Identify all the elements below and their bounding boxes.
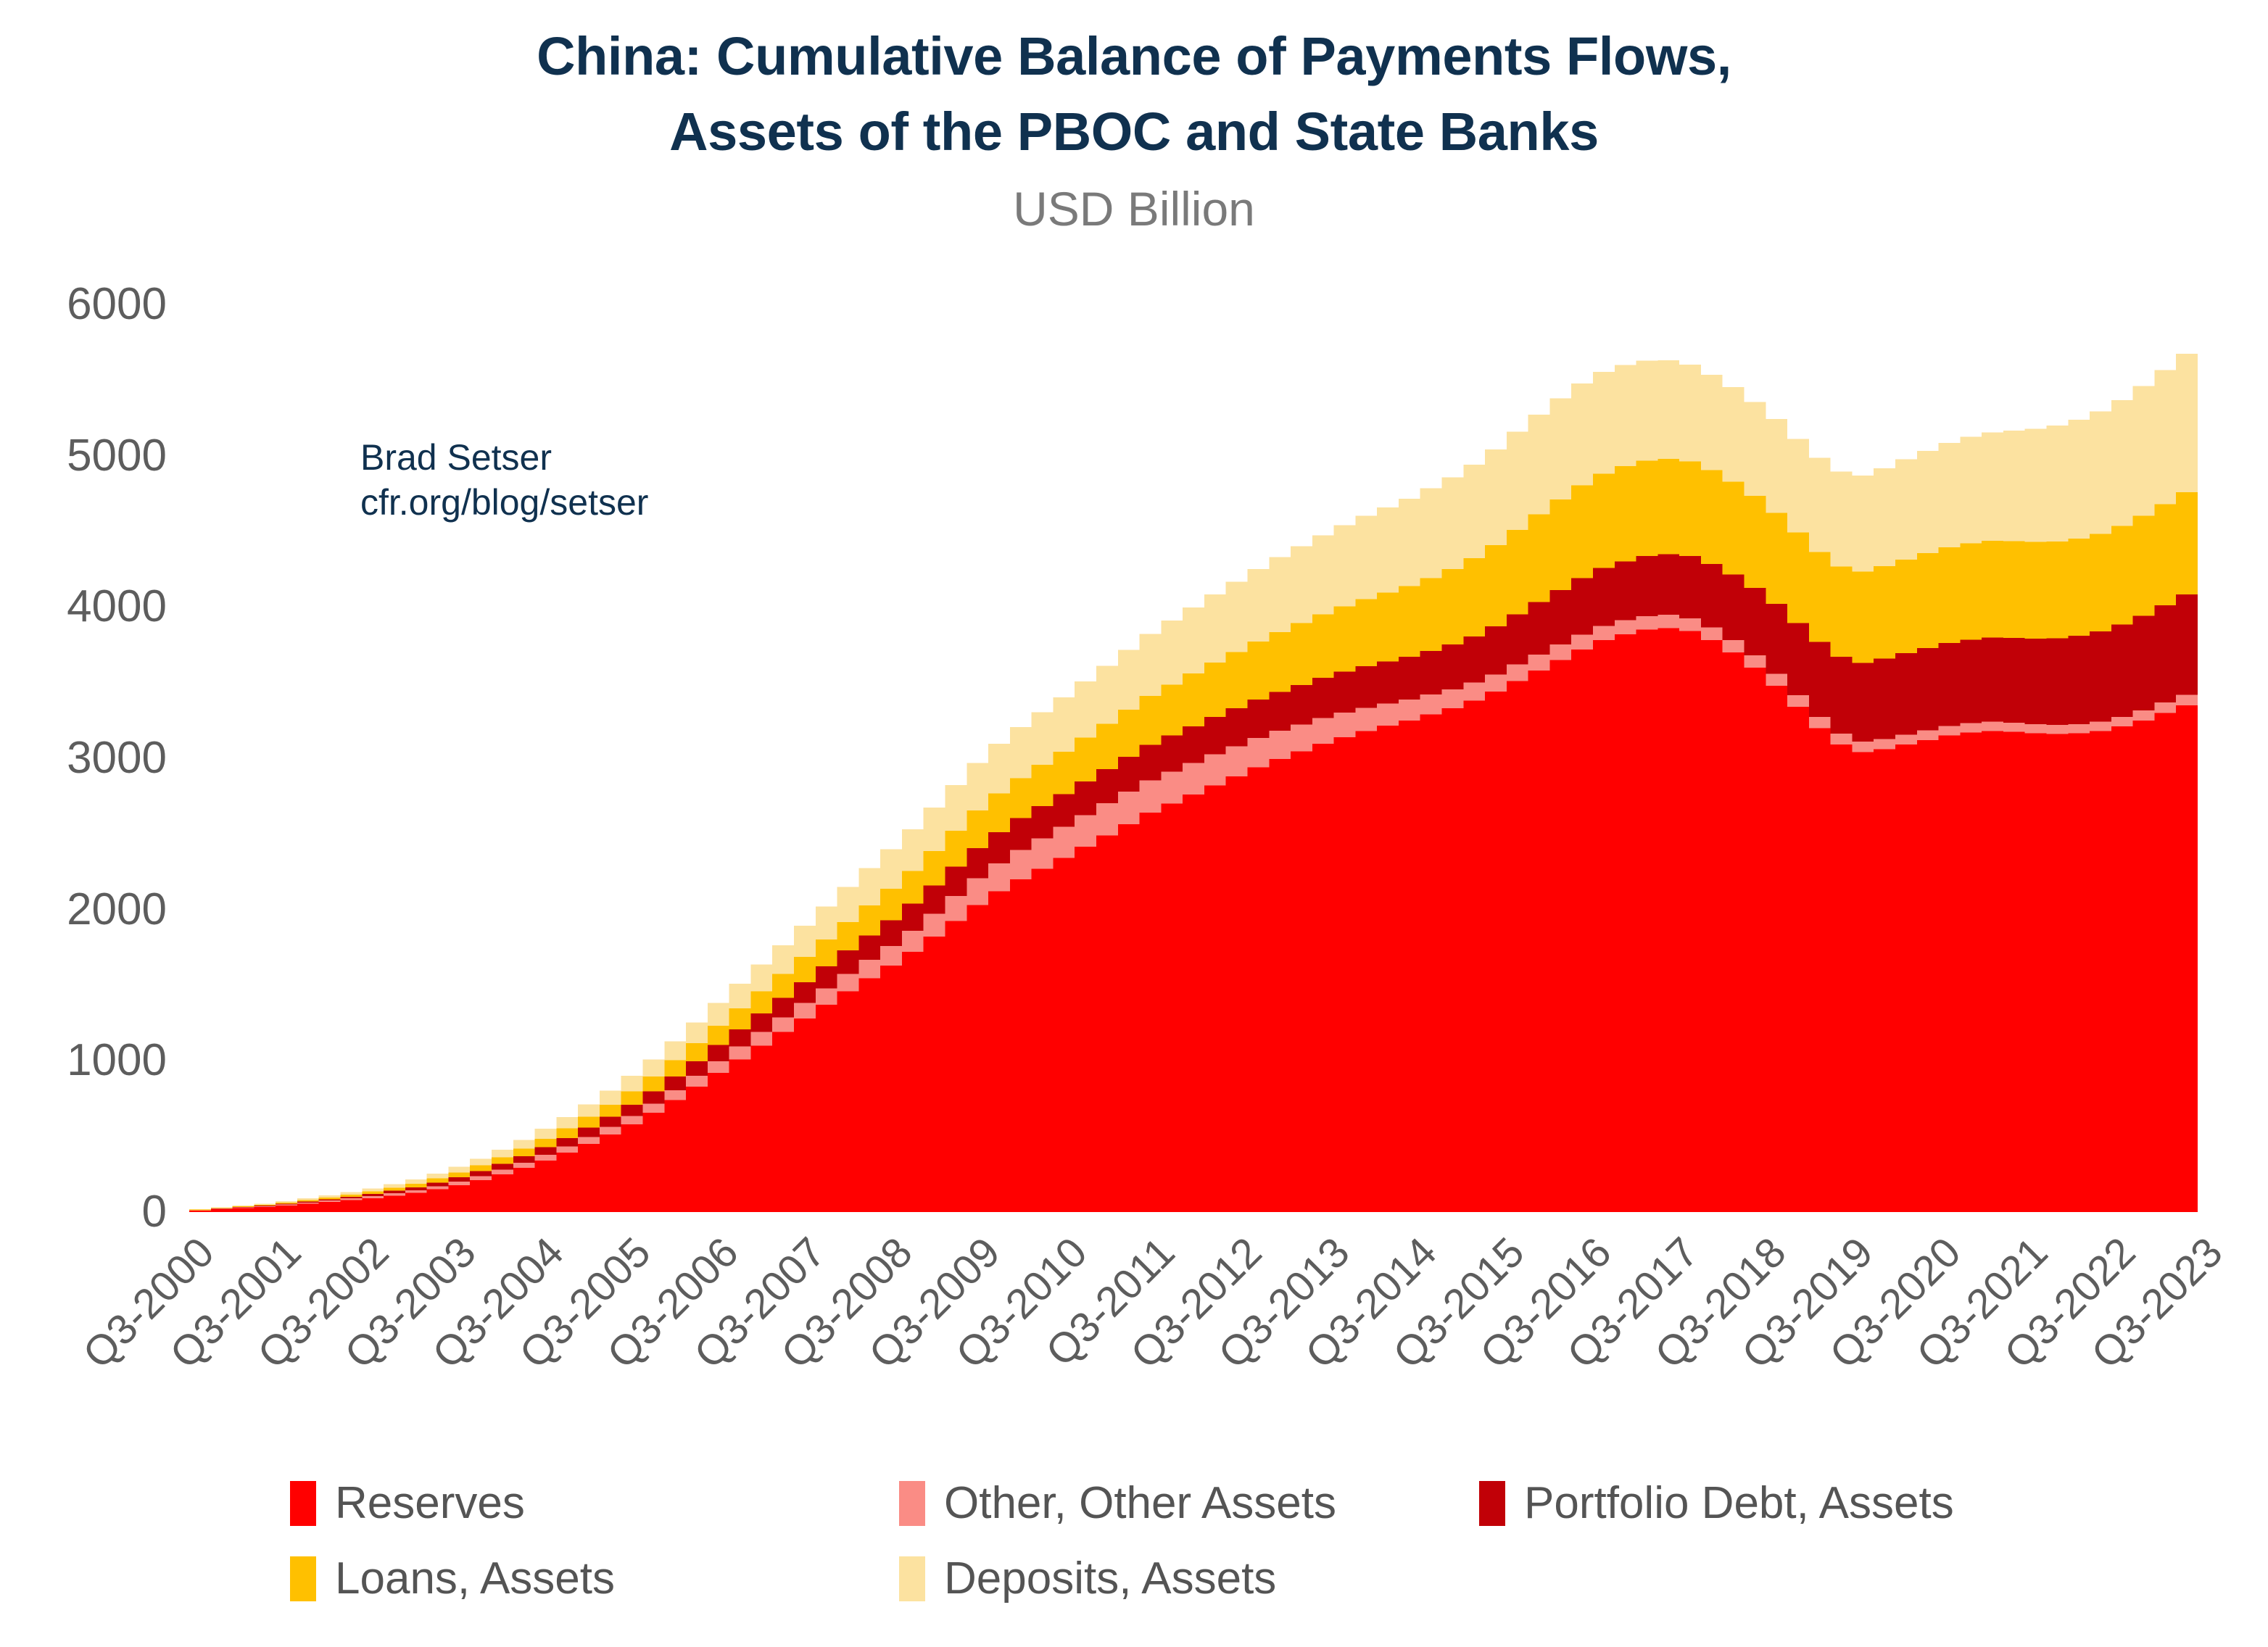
- legend-item[interactable]: Deposits, Assets: [899, 1541, 1276, 1617]
- legend-item[interactable]: Portfolio Debt, Assets: [1479, 1466, 1954, 1541]
- legend-row: Reserves Other, Other Assets Portfolio Deb…: [290, 1466, 2030, 1541]
- legend-item-label: Portfolio Debt, Assets: [1524, 1478, 1954, 1528]
- y-axis-tick-label: 2000: [67, 884, 167, 934]
- title-block: China: Cumulative Balance of Payments Fl…: [0, 19, 2268, 242]
- y-axis-tick-label: 6000: [67, 279, 167, 329]
- chart-title-line-1: China: Cumulative Balance of Payments Fl…: [537, 26, 1731, 86]
- annotation-author: Brad Setser: [360, 437, 552, 478]
- plot-region: [189, 304, 2198, 1212]
- legend-swatch-icon: [899, 1556, 925, 1601]
- legend-swatch-icon: [1479, 1481, 1505, 1526]
- legend-swatch-icon: [290, 1481, 316, 1526]
- chart-subtitle: USD Billion: [1013, 182, 1255, 236]
- y-axis-tick-label: 1000: [67, 1035, 167, 1086]
- chart-legend: Reserves Other, Other Assets Portfolio Deb…: [290, 1466, 2030, 1617]
- legend-swatch-icon: [899, 1481, 925, 1526]
- legend-swatch-icon: [290, 1556, 316, 1601]
- y-axis-tick-label: 3000: [67, 733, 167, 783]
- legend-item-label: Reserves: [335, 1478, 525, 1528]
- area-series-reserves: [189, 628, 2198, 1212]
- area-series-deposits-assets: [189, 354, 2198, 1210]
- y-axis-tick-label: 0: [141, 1187, 167, 1237]
- y-axis-tick-label: 5000: [67, 430, 167, 481]
- legend-item-label: Loans, Assets: [335, 1553, 616, 1604]
- legend-item[interactable]: Reserves: [290, 1466, 525, 1541]
- author-annotation: Brad Setser cfr.org/blog/setser: [360, 435, 648, 525]
- annotation-url: cfr.org/blog/setser: [360, 482, 649, 523]
- y-axis-tick-label: 4000: [67, 581, 167, 632]
- legend-item-label: Other, Other Assets: [944, 1478, 1337, 1528]
- legend-item-label: Deposits, Assets: [944, 1553, 1277, 1604]
- legend-item[interactable]: Other, Other Assets: [899, 1466, 1336, 1541]
- legend-row: Loans, Assets Deposits, Assets: [290, 1541, 2030, 1617]
- stacked-area-svg: [189, 354, 2198, 1212]
- legend-item[interactable]: Loans, Assets: [290, 1541, 615, 1617]
- chart-title-line-2: Assets of the PBOC and State Banks: [669, 101, 1599, 162]
